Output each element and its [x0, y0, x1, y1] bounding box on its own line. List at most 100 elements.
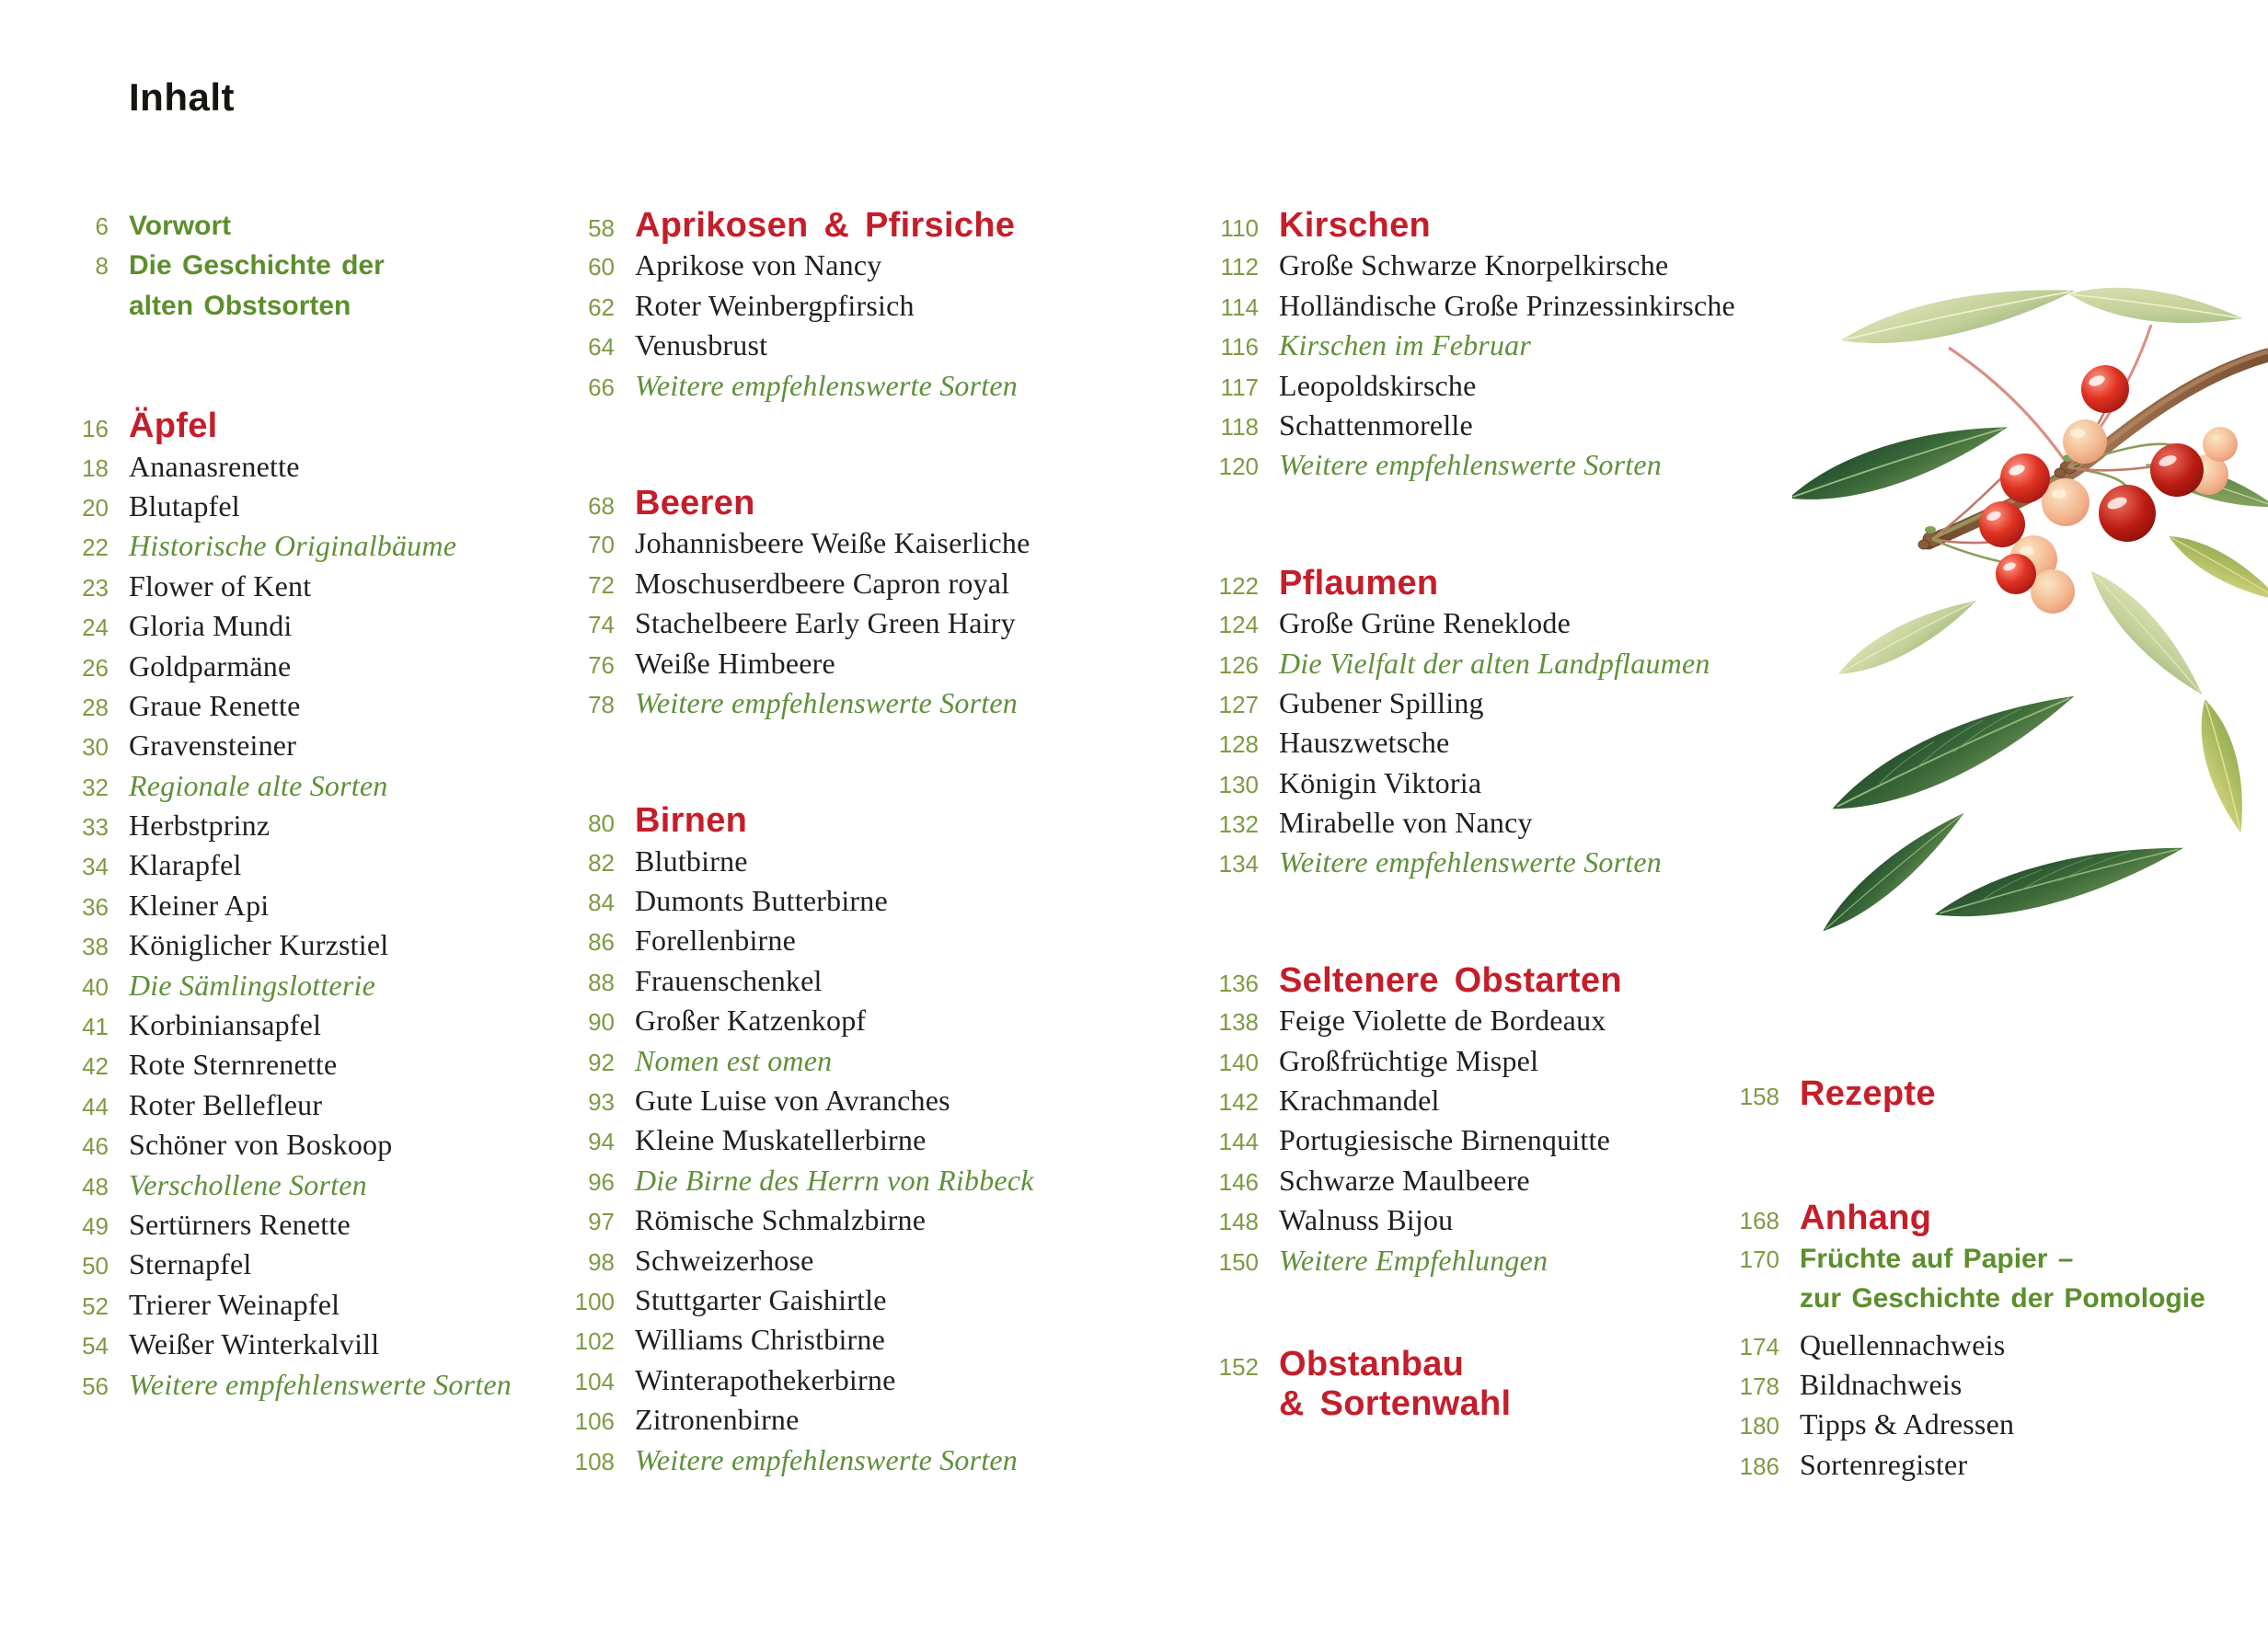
- leaf: [1840, 290, 2076, 344]
- toc-row: 150 Weitere Empfehlungen: [1207, 1241, 1833, 1280]
- toc-row: 38 Königlicher Kurzstiel: [57, 925, 489, 965]
- page-number: 174: [1739, 1332, 1779, 1360]
- toc-label: zur Geschichte der Pomologie: [1800, 1283, 2205, 1314]
- leaf: [1837, 601, 1977, 674]
- toc-row: 126 Die Vielfalt der alten Landpflaumen: [1207, 644, 1833, 683]
- toc-label: Die Birne des Herrn von Ribbeck: [635, 1163, 1034, 1197]
- toc-row: 28 Graue Renette: [57, 686, 489, 726]
- page-number: 138: [1218, 1008, 1259, 1037]
- page-number: 32: [82, 773, 109, 801]
- toc-label: Die Sämlingslotterie: [129, 968, 375, 1002]
- page-number: 180: [1739, 1412, 1779, 1441]
- toc-label: Weitere empfehlenswerte Sorten: [635, 1442, 1018, 1476]
- page-number: 16: [82, 415, 109, 443]
- toc-label: Blutbirne: [635, 844, 748, 878]
- page-number: 84: [588, 889, 615, 917]
- toc-section: 110 Kirschen 112 Große Schwarze Knorpelkirs…: [1207, 206, 1833, 486]
- toc-row: 72 Moschuserdbeere Capron royal: [563, 564, 1134, 603]
- toc-column-3: 110 Kirschen 112 Große Schwarze Knorpelkirs…: [1207, 206, 1833, 1425]
- toc-row: 64 Venusbrust: [563, 326, 1134, 365]
- toc-row: 88 Frauenschenkel: [563, 961, 1134, 1001]
- toc-label: Krachmandel: [1279, 1084, 1440, 1118]
- toc-row: 136 Seltenere Obstarten: [1207, 961, 1833, 1001]
- toc-row: 118 Schattenmorelle: [1207, 406, 1833, 445]
- page-number: 124: [1218, 611, 1259, 639]
- page-number: 102: [574, 1327, 615, 1356]
- toc-row: 116 Kirschen im Februar: [1207, 326, 1833, 365]
- toc-label: Roter Bellefleur: [129, 1087, 323, 1121]
- toc-row: 60 Aprikose von Nancy: [563, 246, 1134, 285]
- page-number: 186: [1739, 1452, 1779, 1480]
- toc-label: Rezepte: [1800, 1074, 1936, 1113]
- toc-row: 174 Quellennachweis: [1728, 1326, 2243, 1365]
- toc-row: 44 Roter Bellefleur: [57, 1085, 489, 1125]
- page-number: 40: [82, 972, 109, 1001]
- toc-row: 32 Regionale alte Sorten: [57, 766, 489, 806]
- toc-row: 122 Pflaumen: [1207, 564, 1833, 603]
- toc-row: 117 Leopoldskirsche: [1207, 366, 1833, 406]
- toc-row: 34 Klarapfel: [57, 845, 489, 885]
- toc-column-4: 158 Rezepte 168 Anhang 170 Früchte auf Papier…: [1728, 1074, 2243, 1485]
- toc-label: Weiße Himbeere: [635, 646, 835, 680]
- page-number: 64: [588, 333, 615, 362]
- toc-row: 62 Roter Weinbergpfirsich: [563, 286, 1134, 326]
- toc-label: Weitere empfehlenswerte Sorten: [635, 368, 1018, 402]
- toc-label: Stachelbeere Early Green Hairy: [635, 606, 1016, 640]
- toc-row: 104 Winterapothekerbirne: [563, 1360, 1134, 1400]
- toc-label: Königlicher Kurzstiel: [129, 928, 389, 962]
- toc-section: 68 Beeren 70 Johannisbeere Weiße Kaiserlich…: [563, 484, 1134, 723]
- toc-label: Seltenere Obstarten: [1279, 960, 1622, 1000]
- toc-row: 120 Weitere empfehlenswerte Sorten: [1207, 445, 1833, 485]
- toc-label: Winterapothekerbirne: [635, 1362, 896, 1396]
- page-number: 36: [82, 892, 109, 921]
- toc-label: Holländische Große Prinzessinkirsche: [1279, 288, 1735, 322]
- page-number: 28: [82, 693, 109, 721]
- toc-row: 8 Die Geschichte der: [57, 246, 489, 285]
- page-number: 23: [82, 573, 109, 602]
- toc-row: & Sortenwahl: [1207, 1384, 1833, 1424]
- page-number: 152: [1218, 1352, 1259, 1381]
- page-number: 18: [82, 453, 109, 482]
- toc-row: 100 Stuttgarter Gaishirtle: [563, 1280, 1134, 1320]
- toc-label: Stuttgarter Gaishirtle: [635, 1282, 887, 1316]
- page-number: 44: [82, 1092, 109, 1120]
- toc-row: 158 Rezepte: [1728, 1074, 2243, 1114]
- page-number: 88: [588, 968, 615, 996]
- page-number: 100: [574, 1287, 615, 1315]
- toc-row: 26 Goldparmäne: [57, 647, 489, 686]
- page-number: 60: [588, 253, 615, 281]
- toc-row: 41 Korbiniansapfel: [57, 1005, 489, 1045]
- toc-label: Ananasrenette: [129, 449, 300, 483]
- page-number: 112: [1220, 253, 1259, 281]
- leaf: [2201, 699, 2242, 833]
- toc-row: 52 Trierer Weinapfel: [57, 1285, 489, 1325]
- toc-section: 152 Obstanbau & Sortenwahl: [1207, 1345, 1833, 1425]
- page-number: 6: [95, 212, 109, 240]
- toc-label: Klarapfel: [129, 848, 242, 882]
- toc-label: Kirschen im Februar: [1279, 328, 1532, 362]
- toc-row: 92 Nomen est omen: [563, 1041, 1134, 1081]
- toc-row: 140 Großfrüchtige Mispel: [1207, 1041, 1833, 1081]
- page-number: 126: [1218, 650, 1259, 679]
- toc-row: 94 Kleine Muskatellerbirne: [563, 1120, 1134, 1160]
- page-title: Inhalt: [129, 75, 235, 119]
- toc-label: Sertürners Renette: [129, 1207, 351, 1241]
- toc-label: Johannisbeere Weiße Kaiserliche: [635, 526, 1030, 560]
- toc-row: 142 Krachmandel: [1207, 1081, 1833, 1120]
- toc-row: 112 Große Schwarze Knorpelkirsche: [1207, 246, 1833, 285]
- toc-label: Blutapfel: [129, 488, 240, 522]
- toc-section: 80 Birnen 82 Blutbirne 84 Dumonts Butterbirne…: [563, 801, 1134, 1480]
- toc-label: Sortenregister: [1800, 1447, 1968, 1481]
- toc-row: 98 Schweizerhose: [563, 1241, 1134, 1280]
- toc-label: Vorwort: [129, 211, 232, 241]
- page-number: 97: [588, 1208, 615, 1236]
- page-number: 178: [1739, 1372, 1779, 1400]
- toc-row: 80 Birnen: [563, 801, 1134, 841]
- toc-label: Schattenmorelle: [1279, 408, 1473, 442]
- page-number: 158: [1739, 1083, 1779, 1110]
- toc-row: 93 Gute Luise von Avranches: [563, 1081, 1134, 1120]
- page-number: 34: [82, 853, 109, 881]
- toc-row: 152 Obstanbau: [1207, 1345, 1833, 1384]
- toc-row: alten Obstsorten: [57, 286, 489, 326]
- toc-label: Zitronenbirne: [635, 1403, 800, 1437]
